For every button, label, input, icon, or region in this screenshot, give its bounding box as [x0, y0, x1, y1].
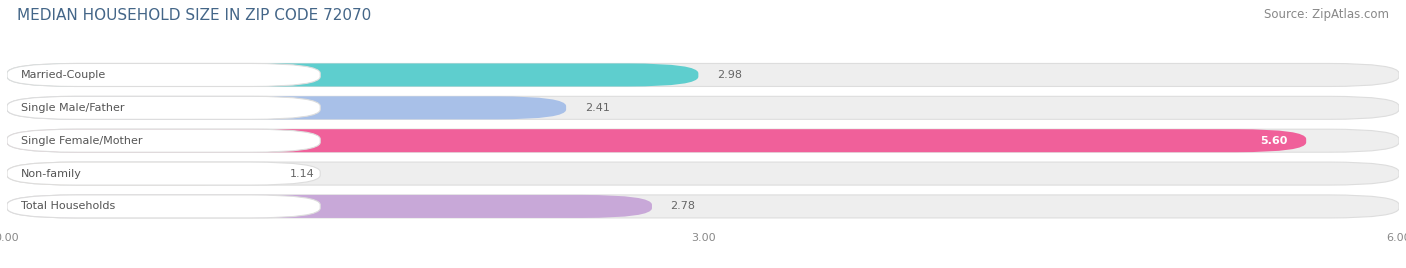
FancyBboxPatch shape	[7, 96, 1399, 119]
FancyBboxPatch shape	[7, 96, 567, 119]
FancyBboxPatch shape	[7, 64, 699, 87]
FancyBboxPatch shape	[7, 129, 1306, 152]
Text: 5.60: 5.60	[1260, 136, 1288, 146]
FancyBboxPatch shape	[7, 162, 1399, 185]
FancyBboxPatch shape	[7, 162, 271, 185]
Text: Single Male/Father: Single Male/Father	[21, 103, 125, 113]
FancyBboxPatch shape	[7, 195, 321, 218]
FancyBboxPatch shape	[7, 195, 1399, 218]
FancyBboxPatch shape	[7, 129, 1399, 152]
Text: 2.78: 2.78	[671, 202, 696, 211]
Text: Source: ZipAtlas.com: Source: ZipAtlas.com	[1264, 8, 1389, 21]
FancyBboxPatch shape	[7, 129, 321, 152]
Text: Married-Couple: Married-Couple	[21, 70, 107, 80]
Text: Single Female/Mother: Single Female/Mother	[21, 136, 142, 146]
Text: 2.98: 2.98	[717, 70, 742, 80]
Text: 1.14: 1.14	[290, 169, 315, 178]
FancyBboxPatch shape	[7, 162, 321, 185]
FancyBboxPatch shape	[7, 195, 652, 218]
Text: Total Households: Total Households	[21, 202, 115, 211]
Text: 2.41: 2.41	[585, 103, 610, 113]
Text: Non-family: Non-family	[21, 169, 82, 178]
FancyBboxPatch shape	[7, 96, 321, 119]
Text: MEDIAN HOUSEHOLD SIZE IN ZIP CODE 72070: MEDIAN HOUSEHOLD SIZE IN ZIP CODE 72070	[17, 8, 371, 23]
FancyBboxPatch shape	[7, 64, 1399, 87]
FancyBboxPatch shape	[7, 64, 321, 87]
